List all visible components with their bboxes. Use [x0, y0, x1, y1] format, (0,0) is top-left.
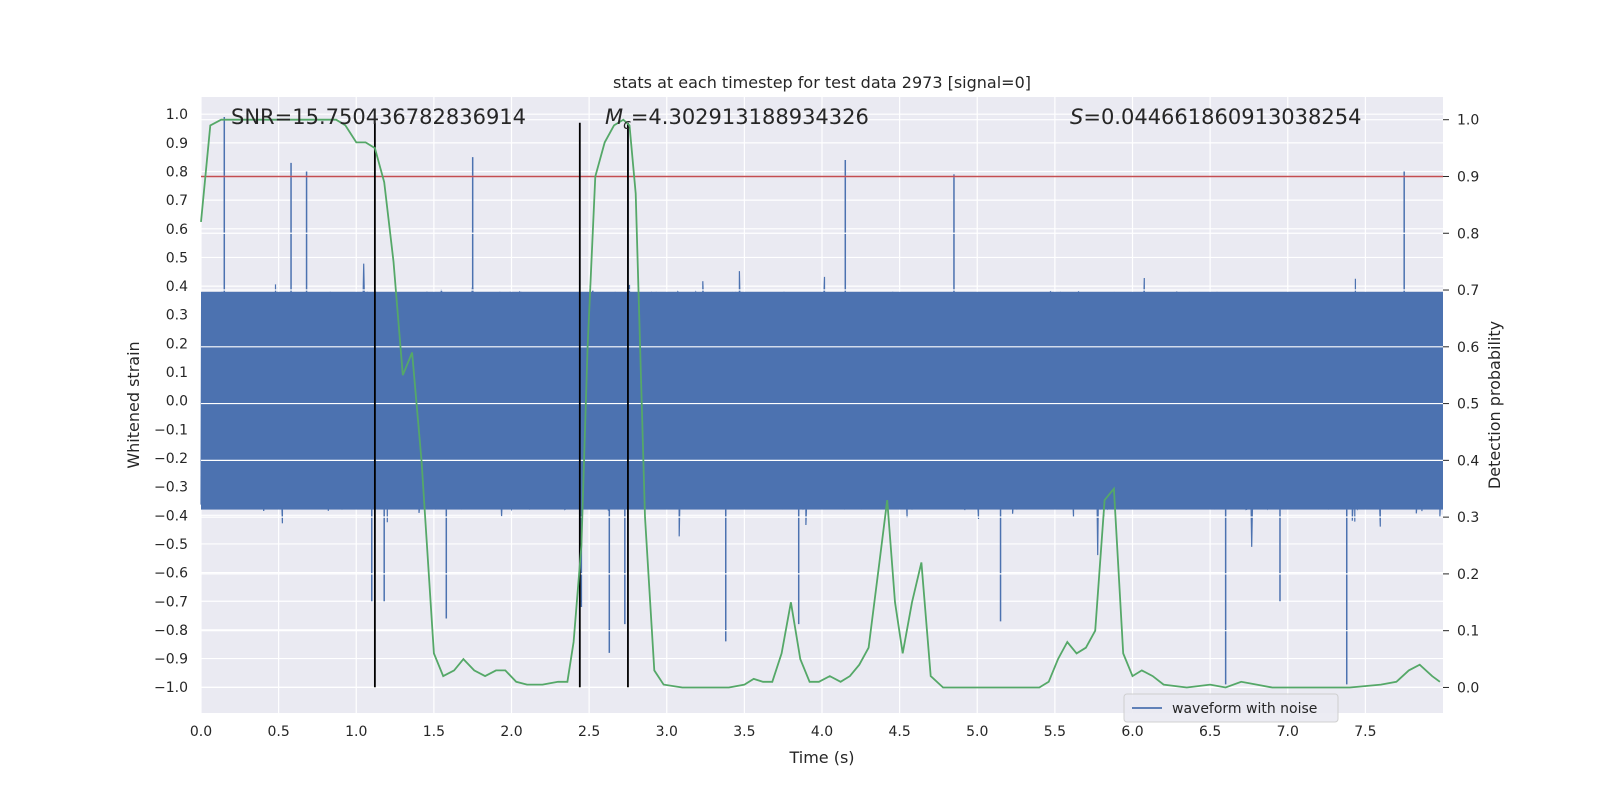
statistic-symbol: S	[1070, 105, 1083, 129]
y-right-tick-label: 1.0	[1457, 113, 1479, 129]
y-left-tick-label: −0.6	[154, 566, 188, 582]
y-right-tick-label: 0.6	[1457, 340, 1479, 356]
x-tick-label: 1.0	[345, 724, 367, 740]
y-left-tick-label: 0.8	[166, 164, 188, 180]
y-left-tick-label: −0.8	[154, 623, 188, 639]
y-axis-label-left: Whitened strain	[124, 341, 143, 468]
x-tick-label: 2.0	[500, 724, 522, 740]
x-tick-label: 6.5	[1199, 724, 1221, 740]
x-tick-label: 3.0	[656, 724, 678, 740]
y-right-tick-label: 0.2	[1457, 567, 1479, 583]
y-left-tick-label: −0.2	[154, 451, 188, 467]
y-left-tick-label: −0.3	[154, 480, 188, 496]
y-right-tick-label: 0.9	[1457, 169, 1479, 185]
statistic-annotation: S=0.044661860913038254	[1070, 105, 1361, 129]
x-tick-label: 5.0	[966, 724, 988, 740]
y-left-tick-label: −0.1	[154, 422, 188, 438]
x-tick-label: 6.0	[1121, 724, 1143, 740]
y-left-tick-label: −0.7	[154, 594, 188, 610]
y-right-tick-label: 0.1	[1457, 624, 1479, 640]
legend-entry: waveform with noise	[1172, 701, 1317, 717]
x-tick-label: 5.5	[1044, 724, 1066, 740]
y-right-tick-label: 0.4	[1457, 453, 1479, 469]
x-tick-label: 7.5	[1354, 724, 1376, 740]
chirp-mass-value: =4.302913188934326	[631, 105, 869, 129]
chirp-mass-annotation: Mc=4.302913188934326	[605, 105, 869, 133]
event-markers	[373, 122, 629, 688]
y-right-tick-label: 0.5	[1457, 397, 1479, 413]
probability-line	[200, 118, 1441, 689]
y-left-tick-label: −0.9	[154, 652, 188, 668]
strain-series	[200, 117, 1443, 685]
y-left-tick-label: −0.4	[154, 508, 188, 524]
y-left-tick-label: 0.0	[166, 394, 188, 410]
y-left-tick-label: 0.7	[166, 193, 188, 209]
x-tick-label: 0.0	[190, 724, 212, 740]
x-tick-label: 3.5	[733, 724, 755, 740]
x-tick-label: 4.0	[811, 724, 833, 740]
chirp-mass-symbol: M	[605, 105, 623, 129]
x-tick-label: 0.5	[267, 724, 289, 740]
y-left-tick-label: 1.0	[166, 107, 188, 123]
y-axis-label-right: Detection probability	[1485, 321, 1504, 489]
y-left-tick-label: 0.9	[166, 136, 188, 152]
y-left-tick-label: 0.2	[166, 336, 188, 352]
y-left-tick-label: −1.0	[154, 680, 188, 696]
legend: waveform with noise	[1123, 693, 1339, 723]
x-tick-label: 1.5	[423, 724, 445, 740]
y-left-tick-label: 0.3	[166, 308, 188, 324]
y-left-tick-label: 0.6	[166, 222, 188, 238]
x-tick-label: 4.5	[888, 724, 910, 740]
statistic-value: =0.044661860913038254	[1083, 105, 1361, 129]
x-tick-label: 7.0	[1277, 724, 1299, 740]
snr-annotation: SNR=15.750436782836914	[231, 105, 526, 129]
y-right-tick-label: 0.3	[1457, 510, 1479, 526]
right-grid-layer	[201, 119, 1443, 689]
y-right-tick-label: 0.8	[1457, 226, 1479, 242]
x-tick-label: 2.5	[578, 724, 600, 740]
chart-title: stats at each timestep for test data 297…	[613, 73, 1031, 92]
y-left-tick-label: −0.5	[154, 537, 188, 553]
x-axis-label: Time (s)	[788, 748, 854, 767]
y-right-tick-label: 0.7	[1457, 283, 1479, 299]
tick-labels: 0.0 0.5 1.0 1.5 2.0 2.5 3.0 3.5 4.0 4.5 5.0 5.5 6.0 6…	[154, 107, 1479, 740]
y-left-tick-label: 0.1	[166, 365, 188, 381]
y-right-tick-label: 0.0	[1457, 680, 1479, 696]
chirp-mass-subscript: c	[623, 117, 631, 133]
strain-dense-band	[201, 291, 1443, 510]
legend-box	[1123, 693, 1339, 723]
y-left-tick-label: 0.4	[166, 279, 188, 295]
y-left-tick-label: 0.5	[166, 250, 188, 266]
probability-series	[200, 118, 1441, 689]
